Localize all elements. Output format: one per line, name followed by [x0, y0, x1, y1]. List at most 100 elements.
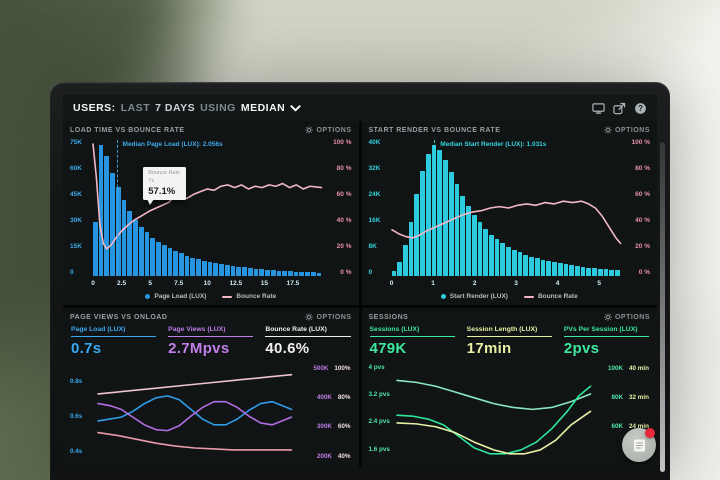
bar — [98, 145, 104, 276]
metric[interactable]: Sessions (LUX) 479K — [369, 326, 455, 357]
panel-grid: LOAD TIME VS BOUNCE RATE OPTIONS 75K 60K 4… — [63, 121, 657, 467]
chat-button[interactable] — [622, 428, 656, 462]
bar — [236, 266, 242, 276]
metric-value: 2.7Mpvs — [168, 339, 230, 357]
last-label: LAST — [120, 102, 151, 114]
legend-item[interactable]: Bounce Rate — [523, 293, 578, 300]
y-axis-label: 200K — [316, 452, 332, 460]
metric[interactable]: Bounce Rate (LUX) 40.6% — [265, 326, 351, 357]
options-label: OPTIONS — [614, 313, 650, 321]
plot-area — [397, 365, 591, 462]
metric-label: Page Views (LUX) — [168, 326, 254, 337]
x-axis-label: 10 — [203, 280, 211, 287]
metric[interactable]: Page Views (LUX) 2.7Mpvs — [168, 326, 254, 357]
x-axis-label: 0 — [389, 280, 394, 287]
bar — [609, 269, 615, 276]
bar — [167, 248, 173, 276]
metric[interactable]: PVs Per Session (LUX) 2pvs — [563, 326, 650, 357]
chat-icon — [633, 439, 645, 451]
x-axis-label: 0 — [91, 280, 95, 287]
x-axis-label: 2 — [472, 280, 477, 287]
days-label: 7 DAYS — [155, 102, 196, 114]
y-axis-label: 0 % — [340, 269, 352, 276]
display-icon[interactable] — [592, 102, 605, 115]
bar — [184, 255, 190, 276]
start-render-histogram: 40K 32K 24K 16K 8K 0 100 % 80 % 60 % 40 % 20 % 0 % M… — [362, 137, 658, 305]
legend-item[interactable]: Bounce Rate — [222, 293, 276, 300]
bar — [299, 271, 305, 276]
bar — [287, 271, 293, 276]
y-axis-label: 2.4 pvs — [368, 418, 390, 426]
bar — [494, 239, 500, 276]
bar — [575, 266, 580, 276]
bar — [586, 267, 592, 276]
laptop: USERS: LAST 7 DAYS USING MEDIAN — [50, 82, 670, 480]
y-axis-label: 60K — [611, 423, 624, 431]
bar — [483, 229, 488, 276]
y-axis-label: 500K — [313, 364, 329, 372]
chevron-down-icon[interactable] — [290, 104, 301, 113]
legend-item[interactable]: Start Render (LUX) — [440, 293, 508, 300]
y-axis-label: 40% — [337, 452, 351, 460]
bar — [540, 259, 546, 276]
top-bar: USERS: LAST 7 DAYS USING MEDIAN — [63, 95, 657, 121]
bar — [115, 187, 121, 276]
bar — [563, 264, 569, 276]
x-axis-label: 15 — [260, 280, 268, 287]
legend-item[interactable]: Page Load (LUX) — [145, 293, 206, 300]
legend-label: Page Load (LUX) — [154, 293, 207, 300]
bar — [546, 261, 552, 276]
y-axis-label: 75K — [70, 139, 82, 146]
topbar-icons: ? — [592, 102, 647, 115]
bar — [282, 270, 287, 276]
legend-label: Bounce Rate — [537, 293, 578, 300]
bar — [448, 172, 454, 276]
bar — [104, 156, 110, 276]
options-button[interactable]: OPTIONS — [604, 126, 650, 134]
median-label: MEDIAN — [240, 102, 286, 114]
options-button[interactable]: OPTIONS — [305, 126, 351, 134]
bar — [316, 272, 322, 276]
bar — [443, 160, 448, 276]
bar — [219, 264, 224, 276]
line-chart: 0.8s 0.6s 0.4s 500K 100% 400K 80% 300K 60% 200K 40… — [70, 362, 352, 466]
sessions-line-chart: Sessions (LUX) 479K Session Length (LUX) 17… — [362, 324, 658, 467]
metric[interactable]: Page Load (LUX) 0.7s — [71, 326, 157, 357]
bar — [420, 170, 425, 276]
histogram: 40K 32K 24K 16K 8K 0 100 % 80 % 60 % 40 % 20 % 0 % M… — [369, 137, 651, 290]
x-axis-label: 4 — [555, 280, 560, 287]
options-button[interactable]: OPTIONS — [305, 313, 351, 321]
bar — [402, 245, 408, 276]
panel-header: START RENDER VS BOUNCE RATE OPTIONS — [362, 121, 658, 137]
bar — [460, 196, 466, 276]
bar — [196, 259, 201, 276]
y-axis-label: 32 min — [629, 394, 649, 401]
metric-value: 2pvs — [563, 339, 600, 357]
line-chart: 4 pvs 3.2 pvs 2.4 pvs 1.6 pvs 100K 40 min 80K 3… — [369, 362, 651, 466]
legend-swatch — [440, 294, 446, 299]
y-axis-label: 1.6 pvs — [368, 445, 390, 453]
metric[interactable]: Session Length (LUX) 17min — [466, 326, 552, 357]
legend-swatch — [523, 295, 534, 298]
y-axis-label: 0 — [368, 269, 373, 276]
plot-area: Median Page Load (LUX): 2.056s Bounce Rat… — [93, 140, 322, 276]
panel-header: SESSIONS OPTIONS — [362, 308, 658, 324]
bar — [259, 269, 265, 276]
panel-header: PAGE VIEWS VS ONLOAD OPTIONS — [63, 308, 359, 324]
bezel-reflection — [660, 142, 665, 472]
bar — [557, 263, 563, 276]
bar — [477, 222, 483, 276]
bar — [213, 263, 219, 276]
panel-title: LOAD TIME VS BOUNCE RATE — [70, 126, 185, 134]
page-title[interactable]: USERS: LAST 7 DAYS USING MEDIAN — [73, 102, 301, 114]
metrics-row: Sessions (LUX) 479K Session Length (LUX) 17… — [369, 324, 651, 362]
share-icon[interactable] — [613, 102, 626, 115]
help-icon[interactable]: ? — [634, 102, 647, 115]
bars — [391, 140, 621, 276]
tooltip: Bounce Rate 7s 57.1% — [143, 167, 187, 205]
y-axis-label: 80K — [611, 394, 624, 401]
gear-icon — [305, 313, 314, 321]
options-button[interactable]: OPTIONS — [604, 313, 650, 321]
bar — [110, 172, 115, 276]
bar — [552, 262, 557, 276]
